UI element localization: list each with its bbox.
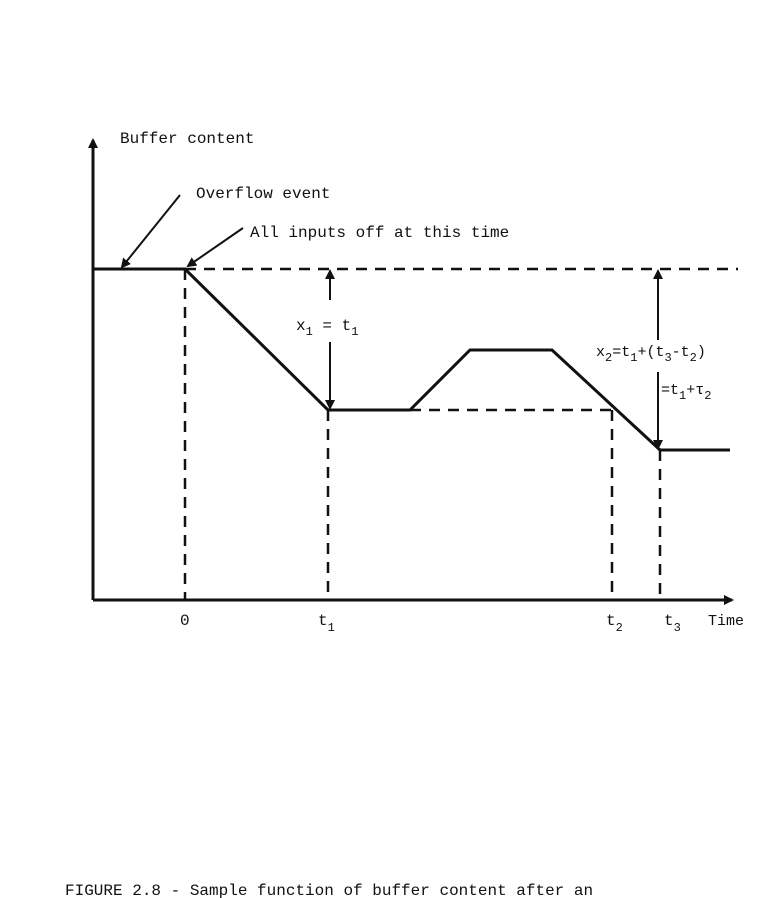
x2-label: x2=t1+(t3-t2): [596, 344, 706, 365]
caption: FIGURE 2.8 - Sample function of buffer c…: [65, 882, 593, 898]
text-part: 1: [351, 325, 358, 339]
buffer-curve: [93, 267, 730, 452]
x2-label-line2: =t1+τ2: [661, 382, 711, 403]
text-part: 2: [616, 621, 623, 635]
tick-label: 0: [180, 612, 190, 630]
text-part: t: [606, 612, 616, 630]
annotation-arrow: [186, 227, 244, 268]
text-part: 1: [630, 351, 637, 365]
text-part: =t: [612, 344, 630, 361]
text-part: 2: [605, 351, 612, 365]
text-part: x: [596, 344, 605, 361]
text-part: +(t: [637, 344, 664, 361]
text-part: 1: [328, 621, 335, 635]
tick-label: t3: [664, 612, 681, 635]
annotation-arrow: [120, 194, 181, 269]
tick-label: t2: [606, 612, 623, 635]
text-part: x: [296, 317, 306, 335]
annotation: All inputs off at this time: [250, 224, 509, 242]
text-part: ): [697, 344, 706, 361]
text-part: =t: [661, 382, 679, 399]
x1-label: x1 = t1: [296, 317, 358, 339]
annotation: Overflow event: [196, 185, 330, 203]
text-part: = t: [313, 317, 351, 335]
tick-label: t1: [318, 612, 335, 635]
text-part: 3: [674, 621, 681, 635]
y-axis-label: Buffer content: [120, 130, 254, 148]
text-part: 1: [306, 325, 313, 339]
text-part: 2: [690, 351, 697, 365]
text-part: t: [664, 612, 674, 630]
x-axis-label: Time: [708, 613, 744, 630]
text-part: +τ: [686, 382, 704, 399]
text-part: t: [318, 612, 328, 630]
text-part: 1: [679, 389, 686, 403]
text-part: -t: [672, 344, 690, 361]
text-part: 2: [704, 389, 711, 403]
text-part: 3: [664, 351, 671, 365]
